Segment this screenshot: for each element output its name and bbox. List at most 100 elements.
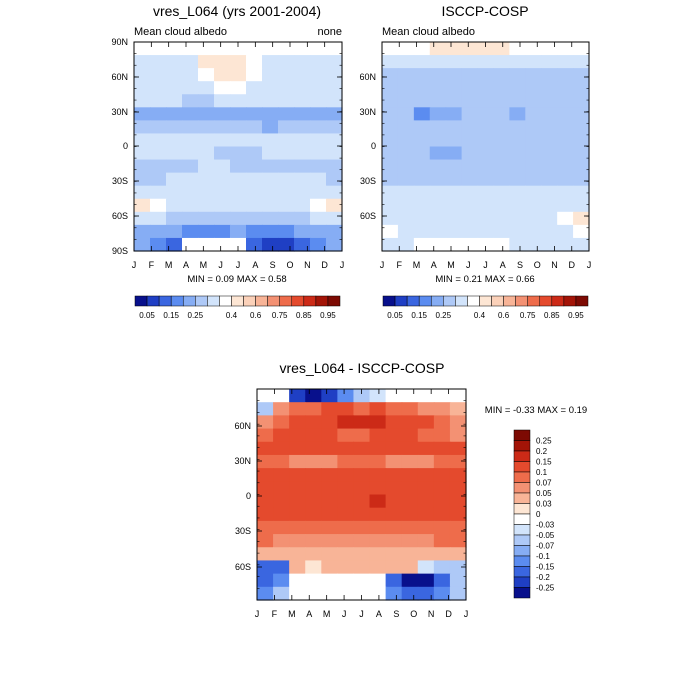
heatmap-cell [310, 159, 327, 174]
heatmap-cell [433, 441, 451, 456]
heatmap-cell [326, 172, 343, 187]
heatmap-cell [493, 159, 510, 174]
x-tick-label: A [376, 609, 382, 619]
heatmap-cell [509, 159, 526, 174]
heatmap-cell [321, 586, 338, 601]
colorbar-swatch [243, 295, 256, 307]
colorbar-swatch [513, 524, 531, 536]
heatmap-cell [230, 68, 247, 82]
heatmap-cell [353, 441, 371, 456]
heatmap-cell [493, 133, 510, 148]
heatmap-cell [429, 68, 447, 82]
diff-panel: vres_L064 - ISCCP-COSP J F M A M J J A S O N D J60N3… [234, 360, 587, 619]
heatmap-cell [461, 172, 479, 187]
heatmap-cell [382, 68, 399, 82]
heatmap-cell [182, 42, 199, 56]
heatmap-cell [337, 534, 355, 548]
heatmap-cell [509, 237, 526, 252]
y-tick-label: 90N [111, 37, 128, 47]
colorbar-label: 0.95 [568, 311, 584, 320]
heatmap-cell [278, 146, 295, 161]
heatmap-cell [477, 237, 495, 252]
x-tick-label: A [431, 260, 437, 270]
heatmap-cell [401, 428, 419, 443]
heatmap-cell [198, 172, 215, 187]
heatmap-cell [429, 146, 447, 161]
heatmap-cell [262, 172, 279, 187]
colorbar-swatch [513, 482, 531, 494]
heatmap-cell [326, 42, 343, 56]
heatmap-cell [369, 586, 387, 601]
y-tick-label: 30S [235, 526, 251, 536]
heatmap-cell [246, 94, 263, 108]
heatmap-cell [262, 94, 279, 108]
heatmap-cell [230, 120, 247, 135]
heatmap-cell [134, 198, 151, 213]
heatmap-cell [257, 389, 274, 403]
colorbar-label: 0.95 [320, 311, 336, 320]
colorbar-label: 0.05 [536, 489, 552, 498]
heatmap-cell [262, 133, 279, 148]
heatmap-cell [326, 224, 343, 239]
heatmap-cell [214, 146, 231, 161]
heatmap-cell [321, 481, 338, 496]
heatmap-cell [525, 146, 542, 161]
heatmap-cell [509, 81, 526, 95]
heatmap-cell [493, 211, 510, 226]
heatmap-cell [385, 441, 403, 456]
heatmap-cell [445, 107, 463, 121]
heatmap-cell [382, 107, 399, 121]
heatmap-cell [445, 133, 463, 148]
heatmap-cell [230, 211, 247, 226]
x-tick-label: N [428, 609, 435, 619]
heatmap-cell [401, 534, 419, 548]
heatmap-cell [230, 237, 247, 252]
heatmap-cell [182, 133, 199, 148]
heatmap-cell [573, 81, 590, 95]
panel-subtitle-right: none [318, 26, 342, 38]
heatmap-cell [397, 185, 415, 200]
heatmap-cell [557, 94, 574, 108]
heatmap-cell [401, 494, 419, 509]
y-tick-label: 30N [234, 456, 251, 466]
colorbar-swatch [513, 461, 531, 473]
heatmap-cell [214, 198, 231, 213]
heatmap-cell [182, 237, 199, 252]
heatmap-cell [449, 415, 467, 430]
heatmap-cell [321, 402, 338, 416]
heatmap-cell [557, 146, 574, 161]
heatmap-cell [353, 507, 371, 522]
heatmap-cell [150, 120, 167, 135]
heatmap-cell [573, 224, 590, 239]
heatmap-cell [182, 146, 199, 161]
heatmap-cell [289, 507, 306, 522]
heatmap-cell [525, 211, 542, 226]
heatmap-cell [198, 42, 215, 56]
heatmap-cell [214, 211, 231, 226]
heatmap-cell [541, 42, 558, 56]
heatmap-cell [305, 428, 322, 443]
panel-title: ISCCP-COSP [441, 3, 528, 19]
heatmap-cell [278, 68, 295, 82]
heatmap-cell [214, 94, 231, 108]
heatmap-cell [257, 507, 274, 522]
heatmap-cell [413, 81, 431, 95]
heatmap-cell [385, 428, 403, 443]
heatmap-cell [509, 133, 526, 148]
heatmap-cell [449, 586, 467, 601]
heatmap-cell [214, 107, 231, 121]
heatmap-cell [166, 68, 183, 82]
heatmap-cell [337, 494, 355, 509]
heatmap-cell [445, 211, 463, 226]
heatmap-cell [198, 224, 215, 239]
heatmap-cell [429, 237, 447, 252]
heatmap-cell [289, 573, 306, 588]
heatmap-cell [310, 94, 327, 108]
heatmap-cell [397, 159, 415, 174]
heatmap-cell [214, 81, 231, 95]
heatmap-cell [461, 107, 479, 121]
heatmap-cell [429, 172, 447, 187]
heatmap-cell [198, 68, 215, 82]
heatmap-cell [305, 454, 322, 469]
